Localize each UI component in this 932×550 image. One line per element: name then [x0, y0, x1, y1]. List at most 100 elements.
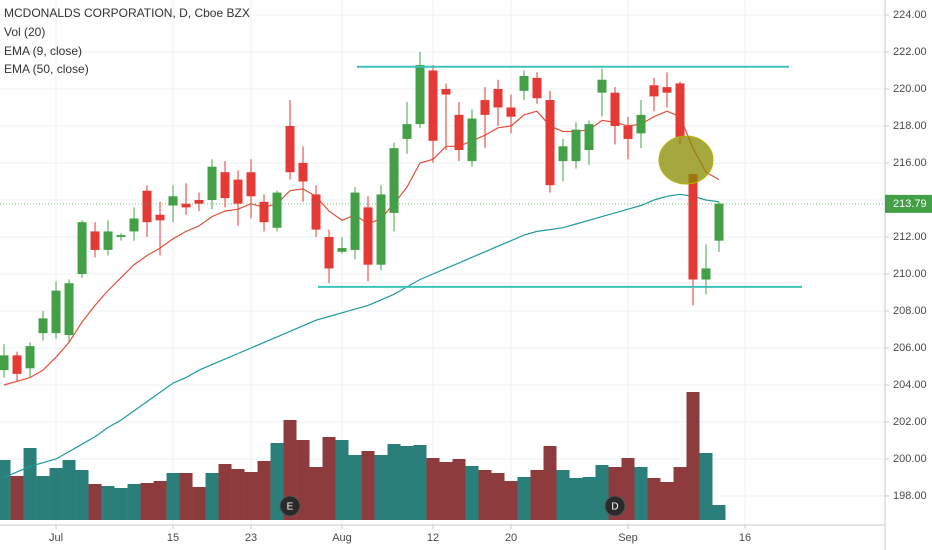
x-tick-label: 15	[167, 532, 179, 544]
candle-body	[428, 70, 438, 141]
volume-bar	[127, 484, 141, 520]
y-tick-label: 204.00	[893, 379, 927, 391]
y-tick-label: 200.00	[893, 453, 927, 465]
volume-bar	[361, 451, 375, 520]
candle-body	[701, 268, 711, 280]
volume-bar	[205, 473, 219, 520]
candle-body	[584, 124, 594, 151]
legend-entry: Vol (20)	[4, 25, 45, 39]
volume-bar	[179, 473, 193, 520]
volume-bar	[426, 458, 440, 520]
volume-bar	[231, 469, 245, 520]
candle-body	[38, 318, 48, 334]
volume-bar	[439, 462, 453, 520]
y-tick-label: 218.00	[893, 120, 927, 132]
volume-bar	[478, 470, 492, 520]
candle-body	[285, 125, 295, 173]
volume-bar	[530, 470, 544, 520]
volume-bar	[75, 470, 89, 520]
candle-body	[12, 355, 22, 374]
candle-body	[610, 92, 620, 126]
candle-body	[64, 283, 74, 336]
axes: 198.00 200.00 202.00 204.00 206.00 208.00 210.…	[49, 9, 932, 544]
volume-bar	[387, 444, 401, 520]
candle-body	[519, 76, 529, 91]
candle-body	[597, 79, 607, 93]
volume-bar	[543, 446, 557, 520]
volume-bar	[686, 392, 700, 520]
y-tick-label: 212.00	[893, 231, 927, 243]
volume-bar	[400, 446, 414, 520]
volume-bar	[62, 460, 76, 520]
ema-line	[3, 193, 720, 479]
volume-bar	[244, 472, 258, 520]
volume-bar	[0, 460, 11, 520]
candle-body	[415, 64, 425, 125]
y-tick-label: 216.00	[893, 157, 927, 169]
volume-bar	[296, 440, 310, 520]
candle-body	[688, 174, 698, 280]
volume-bar	[335, 440, 349, 520]
volume-bar	[569, 478, 583, 520]
candle-body	[350, 192, 360, 250]
highlight-ellipse	[658, 135, 714, 185]
volume-bar	[582, 477, 596, 520]
y-tick-label: 202.00	[893, 416, 927, 428]
volume-bar	[153, 481, 167, 520]
volume-bar	[517, 477, 531, 520]
candle-body	[25, 346, 35, 369]
x-tick-label: 23	[245, 532, 257, 544]
candle-body	[324, 236, 334, 269]
candle-body	[532, 77, 542, 99]
volume-bar	[270, 443, 284, 520]
candle-body	[155, 214, 165, 221]
candle-body	[376, 194, 386, 265]
y-tick-label: 206.00	[893, 342, 927, 354]
candle-body	[259, 201, 269, 223]
candle-body	[168, 196, 178, 206]
candle-body	[116, 235, 126, 237]
candle-body	[623, 125, 633, 139]
candle-body	[545, 100, 555, 186]
volume-bar	[192, 487, 206, 520]
candle-body	[103, 231, 113, 250]
candle-body	[181, 203, 191, 208]
y-tick-label: 210.00	[893, 268, 927, 280]
x-tick-label: 20	[505, 532, 517, 544]
volume-bar	[699, 453, 713, 520]
candle-body	[90, 231, 100, 250]
legend-entry: EMA (50, close)	[4, 62, 89, 76]
y-tick-label: 198.00	[893, 490, 927, 502]
candle-body	[441, 88, 451, 95]
candle-body	[402, 124, 412, 139]
candle-body	[220, 172, 230, 199]
volume-bar	[10, 476, 24, 520]
candle-body	[506, 107, 516, 117]
volume-bar	[114, 488, 128, 520]
candle-body	[571, 129, 581, 162]
volume-bar	[101, 486, 115, 520]
volume-bar	[140, 483, 154, 520]
volume-bar	[322, 437, 336, 520]
y-tick-label: 224.00	[893, 9, 927, 21]
candle-body	[194, 199, 204, 204]
last-price-label: 213.79	[893, 198, 927, 210]
y-tick-label: 208.00	[893, 305, 927, 317]
candle-body	[675, 83, 685, 138]
event-label: E	[287, 502, 294, 513]
last-price-box	[885, 194, 932, 213]
volume-bar	[660, 482, 674, 520]
candle-body	[207, 166, 217, 200]
volume-bar	[49, 468, 63, 520]
y-tick-label: 220.00	[893, 83, 927, 95]
volume-bar	[465, 466, 479, 520]
volume-bar	[36, 476, 50, 520]
candle-body	[129, 218, 139, 232]
volume-bar	[309, 467, 323, 520]
volume-bar	[23, 448, 37, 520]
candle-body	[77, 222, 87, 274]
candle-body	[454, 114, 464, 151]
candle-body	[389, 148, 399, 213]
